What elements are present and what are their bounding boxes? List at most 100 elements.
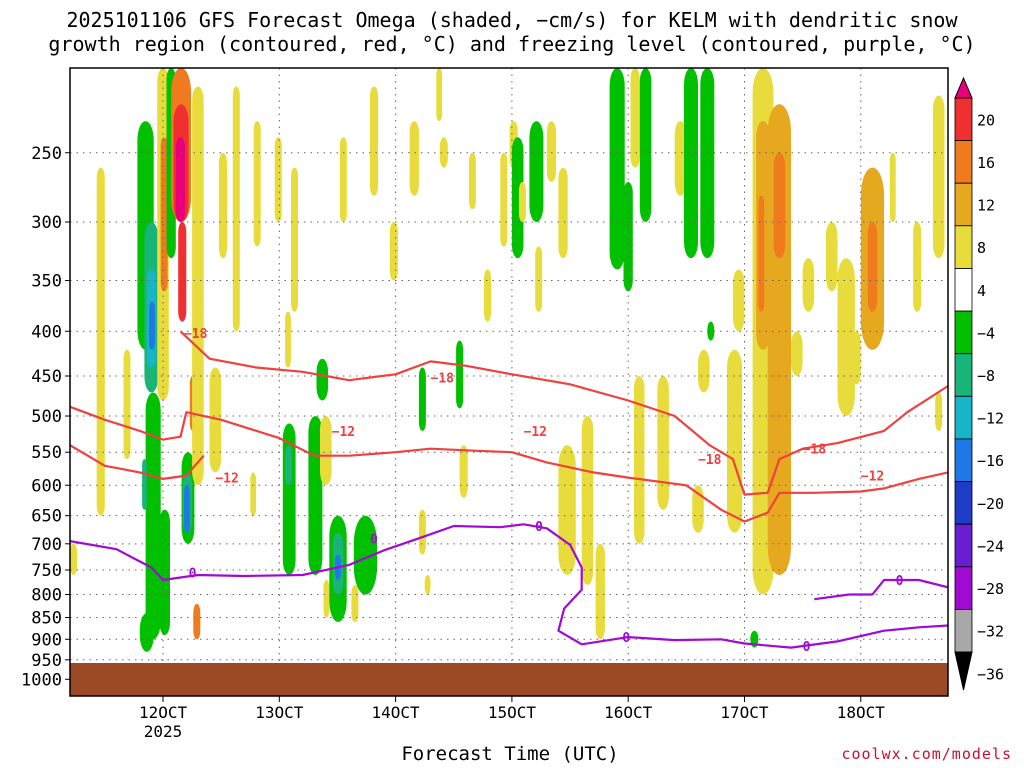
omega-shade-93 — [867, 222, 878, 312]
y-tick-label-250: 250 — [31, 144, 62, 164]
colorbar-bottom-arrow — [954, 651, 973, 691]
y-tick-label-300: 300 — [31, 213, 62, 233]
colorbar-segment-4 — [954, 225, 973, 269]
colorbar-segment-3 — [954, 182, 973, 227]
omega-shade-16 — [175, 137, 186, 222]
omega-shade-90 — [825, 222, 838, 292]
dgz-contour-label: −18 — [431, 372, 455, 387]
y-tick-label-350: 350 — [31, 272, 62, 292]
plot-area: −18 −12 −18 −12 −18 −12 −18 −12 0 0 0 0 0 0 — [69, 67, 949, 697]
contour-line-0 — [70, 405, 948, 523]
x-tick-label-18OCT: 18OCT — [837, 703, 886, 722]
y-tick-label-950: 950 — [31, 651, 62, 671]
colorbar-segment-1 — [954, 97, 973, 141]
x-tick-label-14OCT: 14OCT — [372, 703, 421, 722]
omega-shade-0 — [96, 167, 105, 516]
omega-shade-9 — [139, 613, 154, 652]
omega-shade-8 — [142, 459, 147, 510]
omega-shade-98 — [935, 392, 943, 431]
x-axis: 12OCT 13OCT 14OCT 15OCT 16OCT 17OCT 18OCT 2025 — [139, 696, 885, 741]
omega-shade-30 — [291, 167, 298, 312]
omega-shade-3 — [145, 392, 161, 640]
dgz-contour-label: −12 — [861, 470, 884, 485]
freezing-contour-label: 0 — [189, 567, 197, 582]
omega-shade-37 — [323, 580, 330, 618]
y-axis: 2503003504004505005506006507007508008509… — [21, 144, 70, 690]
omega-shade-56 — [484, 269, 491, 322]
omega-shade-89 — [802, 258, 815, 312]
x-tick-label-13OCT: 13OCT — [255, 703, 304, 722]
omega-shade-55 — [468, 152, 476, 210]
omega-shade-77 — [700, 68, 715, 259]
omega-shade-85 — [758, 195, 765, 312]
colorbar-segment-2 — [954, 140, 973, 184]
colorbar-segment-8 — [954, 395, 973, 440]
omega-shade-22 — [192, 86, 204, 486]
colorbar-segment-12 — [954, 566, 973, 610]
omega-shade-12 — [159, 509, 170, 635]
colorbar-segment-6 — [954, 310, 973, 355]
dgz-contour-label: −18 — [184, 327, 208, 342]
colorbar-label: −16 — [977, 452, 1004, 470]
contour-lines — [70, 330, 948, 649]
dgz-contour-label: −12 — [332, 425, 355, 440]
omega-shade-79 — [698, 349, 710, 393]
y-tick-label-900: 900 — [31, 630, 62, 650]
chart-title-line-2: growth region (contoured, red, °C) and f… — [48, 32, 976, 56]
colorbar-segment-11 — [954, 523, 973, 568]
omega-shade-65 — [558, 445, 576, 575]
y-tick-label-450: 450 — [31, 367, 62, 387]
omega-shade-23 — [193, 603, 201, 640]
y-tick-label-600: 600 — [31, 476, 62, 496]
contour-labels: −18 −12 −18 −12 −18 −12 −18 −12 0 0 0 0 0 0 — [184, 327, 904, 655]
dgz-contour-label: −18 — [803, 443, 827, 458]
omega-shade-96 — [913, 222, 922, 312]
x-tick-label-17OCT: 17OCT — [720, 703, 769, 722]
omega-shade-25 — [218, 152, 227, 259]
colorbar-segment-10 — [954, 481, 973, 525]
omega-shade-44 — [339, 137, 347, 222]
y-tick-label-700: 700 — [31, 535, 62, 555]
omega-shade-33 — [285, 445, 293, 486]
freezing-contour-label: 0 — [370, 532, 378, 547]
omega-shade-50 — [424, 575, 431, 595]
y-tick-label-850: 850 — [31, 609, 62, 629]
colorbar: 20 16 12 8 4 −4 −8 −12 −16 −20 −24 −28 −32 −36 — [954, 76, 1004, 691]
colorbar-segment-9 — [954, 438, 973, 482]
omega-shade-62 — [535, 246, 543, 312]
colorbar-label: 16 — [977, 154, 995, 172]
omega-shade-61 — [529, 121, 544, 222]
colorbar-label: −4 — [977, 324, 995, 342]
omega-shade-64 — [558, 167, 568, 259]
colorbar-label: −36 — [977, 665, 1004, 683]
omega-shade-63 — [546, 121, 557, 182]
colorbar-label: 12 — [977, 197, 995, 215]
y-tick-label-800: 800 — [31, 586, 62, 606]
omega-shade-29 — [274, 137, 282, 222]
omega-shade-53 — [456, 340, 464, 409]
colorbar-label: −20 — [977, 495, 1004, 513]
omega-shade-95 — [889, 152, 896, 222]
colorbar-label: −12 — [977, 410, 1004, 428]
y-tick-label-750: 750 — [31, 561, 62, 581]
colorbar-segment-5 — [954, 268, 973, 312]
plot-frame — [69, 67, 949, 697]
terrain-ground — [70, 663, 948, 696]
omega-shade-28 — [250, 472, 257, 516]
omega-shade-88 — [791, 331, 803, 376]
omega-shade-57 — [500, 152, 508, 247]
omega-shade-47 — [409, 121, 419, 196]
x-year-label: 2025 — [144, 722, 183, 741]
omega-shade-66 — [581, 416, 594, 585]
omega-shade-26 — [232, 86, 240, 332]
dgz-contour-label: −12 — [524, 425, 547, 440]
omega-shade-52 — [439, 137, 448, 168]
contour-line-2 — [70, 444, 205, 480]
colorbar-label: −24 — [977, 538, 1004, 556]
omega-shade-54 — [459, 445, 468, 498]
omega-shade-51 — [436, 68, 443, 122]
x-tick-label-12OCT: 12OCT — [139, 703, 188, 722]
colorbar-segment-13 — [954, 609, 973, 653]
omega-shade-46 — [389, 222, 398, 281]
